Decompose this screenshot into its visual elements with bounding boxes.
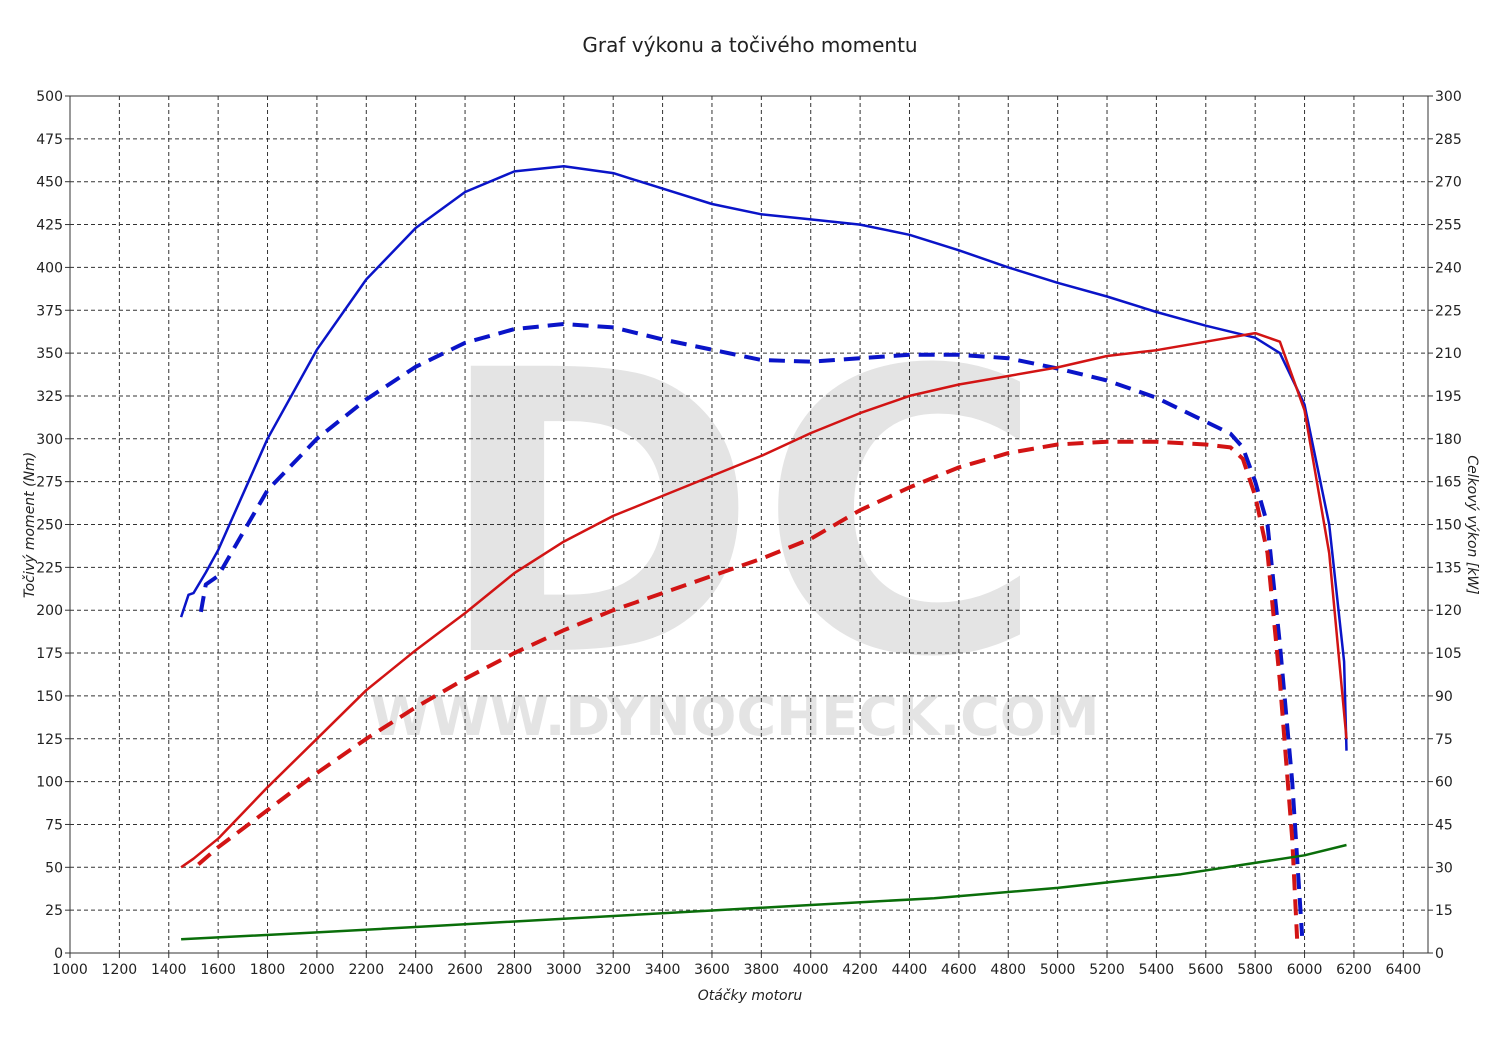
- y2-tick-label: 45: [1435, 817, 1453, 833]
- x-tick-label: 4000: [793, 962, 829, 978]
- x-tick-label: 5200: [1089, 962, 1125, 978]
- y-tick-label: 0: [54, 946, 63, 962]
- data-line: [198, 322, 1305, 937]
- x-tick-label: 3200: [595, 962, 631, 978]
- y-tick-label: 325: [36, 389, 63, 405]
- y-tick-label: 125: [36, 732, 63, 748]
- y2-tick-label: 120: [1435, 603, 1462, 619]
- y2-tick-label: 285: [1435, 132, 1462, 148]
- x-tick-label: 6000: [1287, 962, 1323, 978]
- data-line: [180, 331, 1348, 869]
- y-tick-label: 500: [36, 89, 63, 105]
- x-tick-label: 6200: [1336, 962, 1372, 978]
- y2-tick-label: 270: [1435, 175, 1462, 191]
- x-tick-label: 5600: [1188, 962, 1224, 978]
- x-tick-label: 2000: [299, 962, 335, 978]
- x-axis-label: Otáčky motoru: [698, 988, 803, 1004]
- x-tick-label: 5400: [1139, 962, 1175, 978]
- x-tick-label: 4200: [842, 962, 878, 978]
- y2-tick-label: 240: [1435, 260, 1462, 276]
- y2-tick-label: 225: [1435, 303, 1462, 319]
- y2-tick-label: 30: [1435, 860, 1453, 876]
- data-line: [197, 439, 1300, 939]
- y-tick-label: 75: [45, 817, 63, 833]
- y-tick-label: 175: [36, 646, 63, 662]
- y-tick-label: 50: [45, 860, 63, 876]
- x-tick-label: 2600: [447, 962, 483, 978]
- data-line: [179, 165, 1348, 751]
- y2-axis-label: Celkový výkon [kW]: [1464, 455, 1480, 594]
- data-line: [181, 843, 1347, 941]
- y2-tick-label: 255: [1435, 218, 1462, 234]
- x-tick-label: 5800: [1237, 962, 1273, 978]
- x-tick-label: 2400: [398, 962, 434, 978]
- y-tick-label: 475: [36, 132, 63, 148]
- x-tick-label: 1600: [200, 962, 236, 978]
- y2-tick-label: 150: [1435, 518, 1462, 534]
- y2-tick-label: 15: [1435, 903, 1453, 919]
- x-tick-label: 3800: [744, 962, 780, 978]
- y2-tick-label: 135: [1435, 560, 1462, 576]
- x-tick-label: 2800: [497, 962, 533, 978]
- y2-tick-label: 75: [1435, 732, 1453, 748]
- y-tick-label: 425: [36, 218, 63, 234]
- y-tick-label: 100: [36, 775, 63, 791]
- y-tick-label: 375: [36, 303, 63, 319]
- x-tick-label: 3400: [645, 962, 681, 978]
- x-tick-label: 5000: [1040, 962, 1076, 978]
- y-tick-label: 200: [36, 603, 63, 619]
- watermark: DC: [435, 288, 1045, 742]
- y-tick-label: 350: [36, 346, 63, 362]
- y-axis-label: Točivý moment (Nm): [22, 452, 38, 598]
- x-tick-label: 4800: [990, 962, 1026, 978]
- y-tick-label: 25: [45, 903, 63, 919]
- y-tick-label: 450: [36, 175, 63, 191]
- x-tick-label: 1800: [250, 962, 286, 978]
- chart-title: Graf výkonu a točivého momentu: [582, 33, 917, 57]
- x-tick-label: 2200: [348, 962, 384, 978]
- y2-tick-label: 195: [1435, 389, 1462, 405]
- x-tick-label: 3000: [546, 962, 582, 978]
- y-tick-label: 225: [36, 560, 63, 576]
- y2-tick-label: 0: [1435, 946, 1444, 962]
- y-tick-label: 275: [36, 475, 63, 491]
- y-tick-label: 150: [36, 689, 63, 705]
- y-tick-label: 400: [36, 260, 63, 276]
- y-tick-label: 250: [36, 518, 63, 534]
- y2-tick-label: 300: [1435, 89, 1462, 105]
- x-tick-label: 6400: [1385, 962, 1421, 978]
- y2-tick-label: 105: [1435, 646, 1462, 662]
- x-tick-label: 1200: [102, 962, 138, 978]
- plot-border: [69, 95, 1429, 954]
- y2-tick-label: 90: [1435, 689, 1453, 705]
- x-tick-label: 1000: [52, 962, 88, 978]
- y2-tick-label: 165: [1435, 475, 1462, 491]
- y2-tick-label: 180: [1435, 432, 1462, 448]
- y2-tick-label: 60: [1435, 775, 1453, 791]
- x-tick-label: 3600: [694, 962, 730, 978]
- y-tick-label: 300: [36, 432, 63, 448]
- y2-tick-label: 210: [1435, 346, 1462, 362]
- x-tick-label: 4400: [892, 962, 928, 978]
- x-tick-label: 1400: [151, 962, 187, 978]
- x-tick-label: 4600: [941, 962, 977, 978]
